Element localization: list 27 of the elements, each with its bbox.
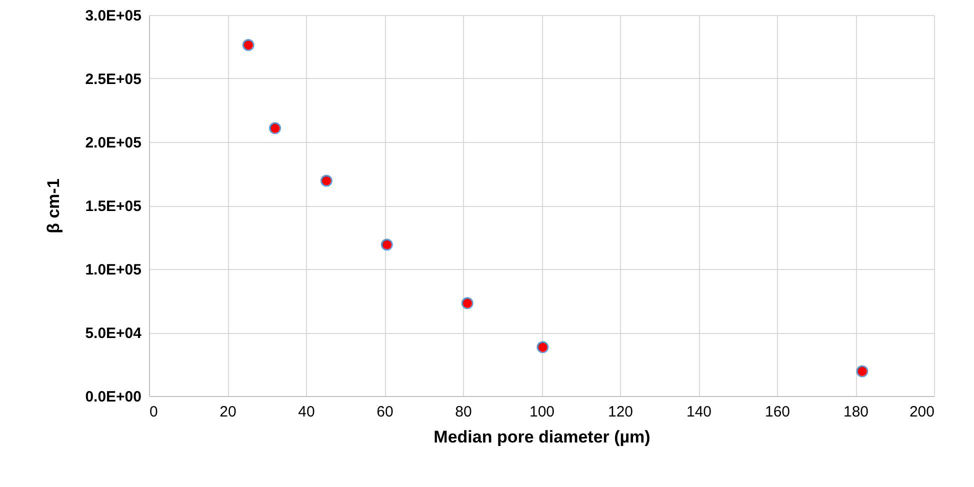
y-tick-label: 2.5E+05 — [85, 71, 142, 88]
x-tick-label: 120 — [608, 404, 634, 420]
x-tick-label: 180 — [843, 404, 869, 420]
x-tick-label: 100 — [529, 404, 555, 420]
y-tick-label: 1.0E+05 — [85, 262, 142, 278]
point — [380, 238, 393, 251]
x-tick-label: 140 — [686, 404, 712, 420]
y-axis-title: β cm-1 — [44, 178, 64, 234]
point — [242, 38, 254, 51]
x-tick-label: 160 — [764, 404, 790, 420]
x-axis-title: Median pore diameter (µm) — [434, 428, 650, 446]
y-tick-label: 0.0E+00 — [85, 388, 142, 406]
point — [536, 341, 549, 354]
point — [320, 174, 332, 187]
point — [461, 297, 474, 310]
x-tick-label: 60 — [376, 404, 394, 420]
point — [269, 122, 281, 134]
y-tick-label: 2.0E+05 — [85, 134, 142, 152]
x-tick-label: 200 — [909, 404, 934, 420]
y-tick-label: 5.0E+04 — [85, 325, 142, 342]
x-tick-label: 80 — [455, 404, 472, 420]
point — [856, 365, 868, 378]
y-tick-label: 1.5E+05 — [85, 198, 142, 215]
x-tick-label: 0 — [150, 404, 158, 420]
x-tick-label: 20 — [220, 404, 236, 420]
y-tick-label: 3.0E+05 — [85, 8, 142, 24]
x-tick-label: 40 — [298, 404, 315, 420]
